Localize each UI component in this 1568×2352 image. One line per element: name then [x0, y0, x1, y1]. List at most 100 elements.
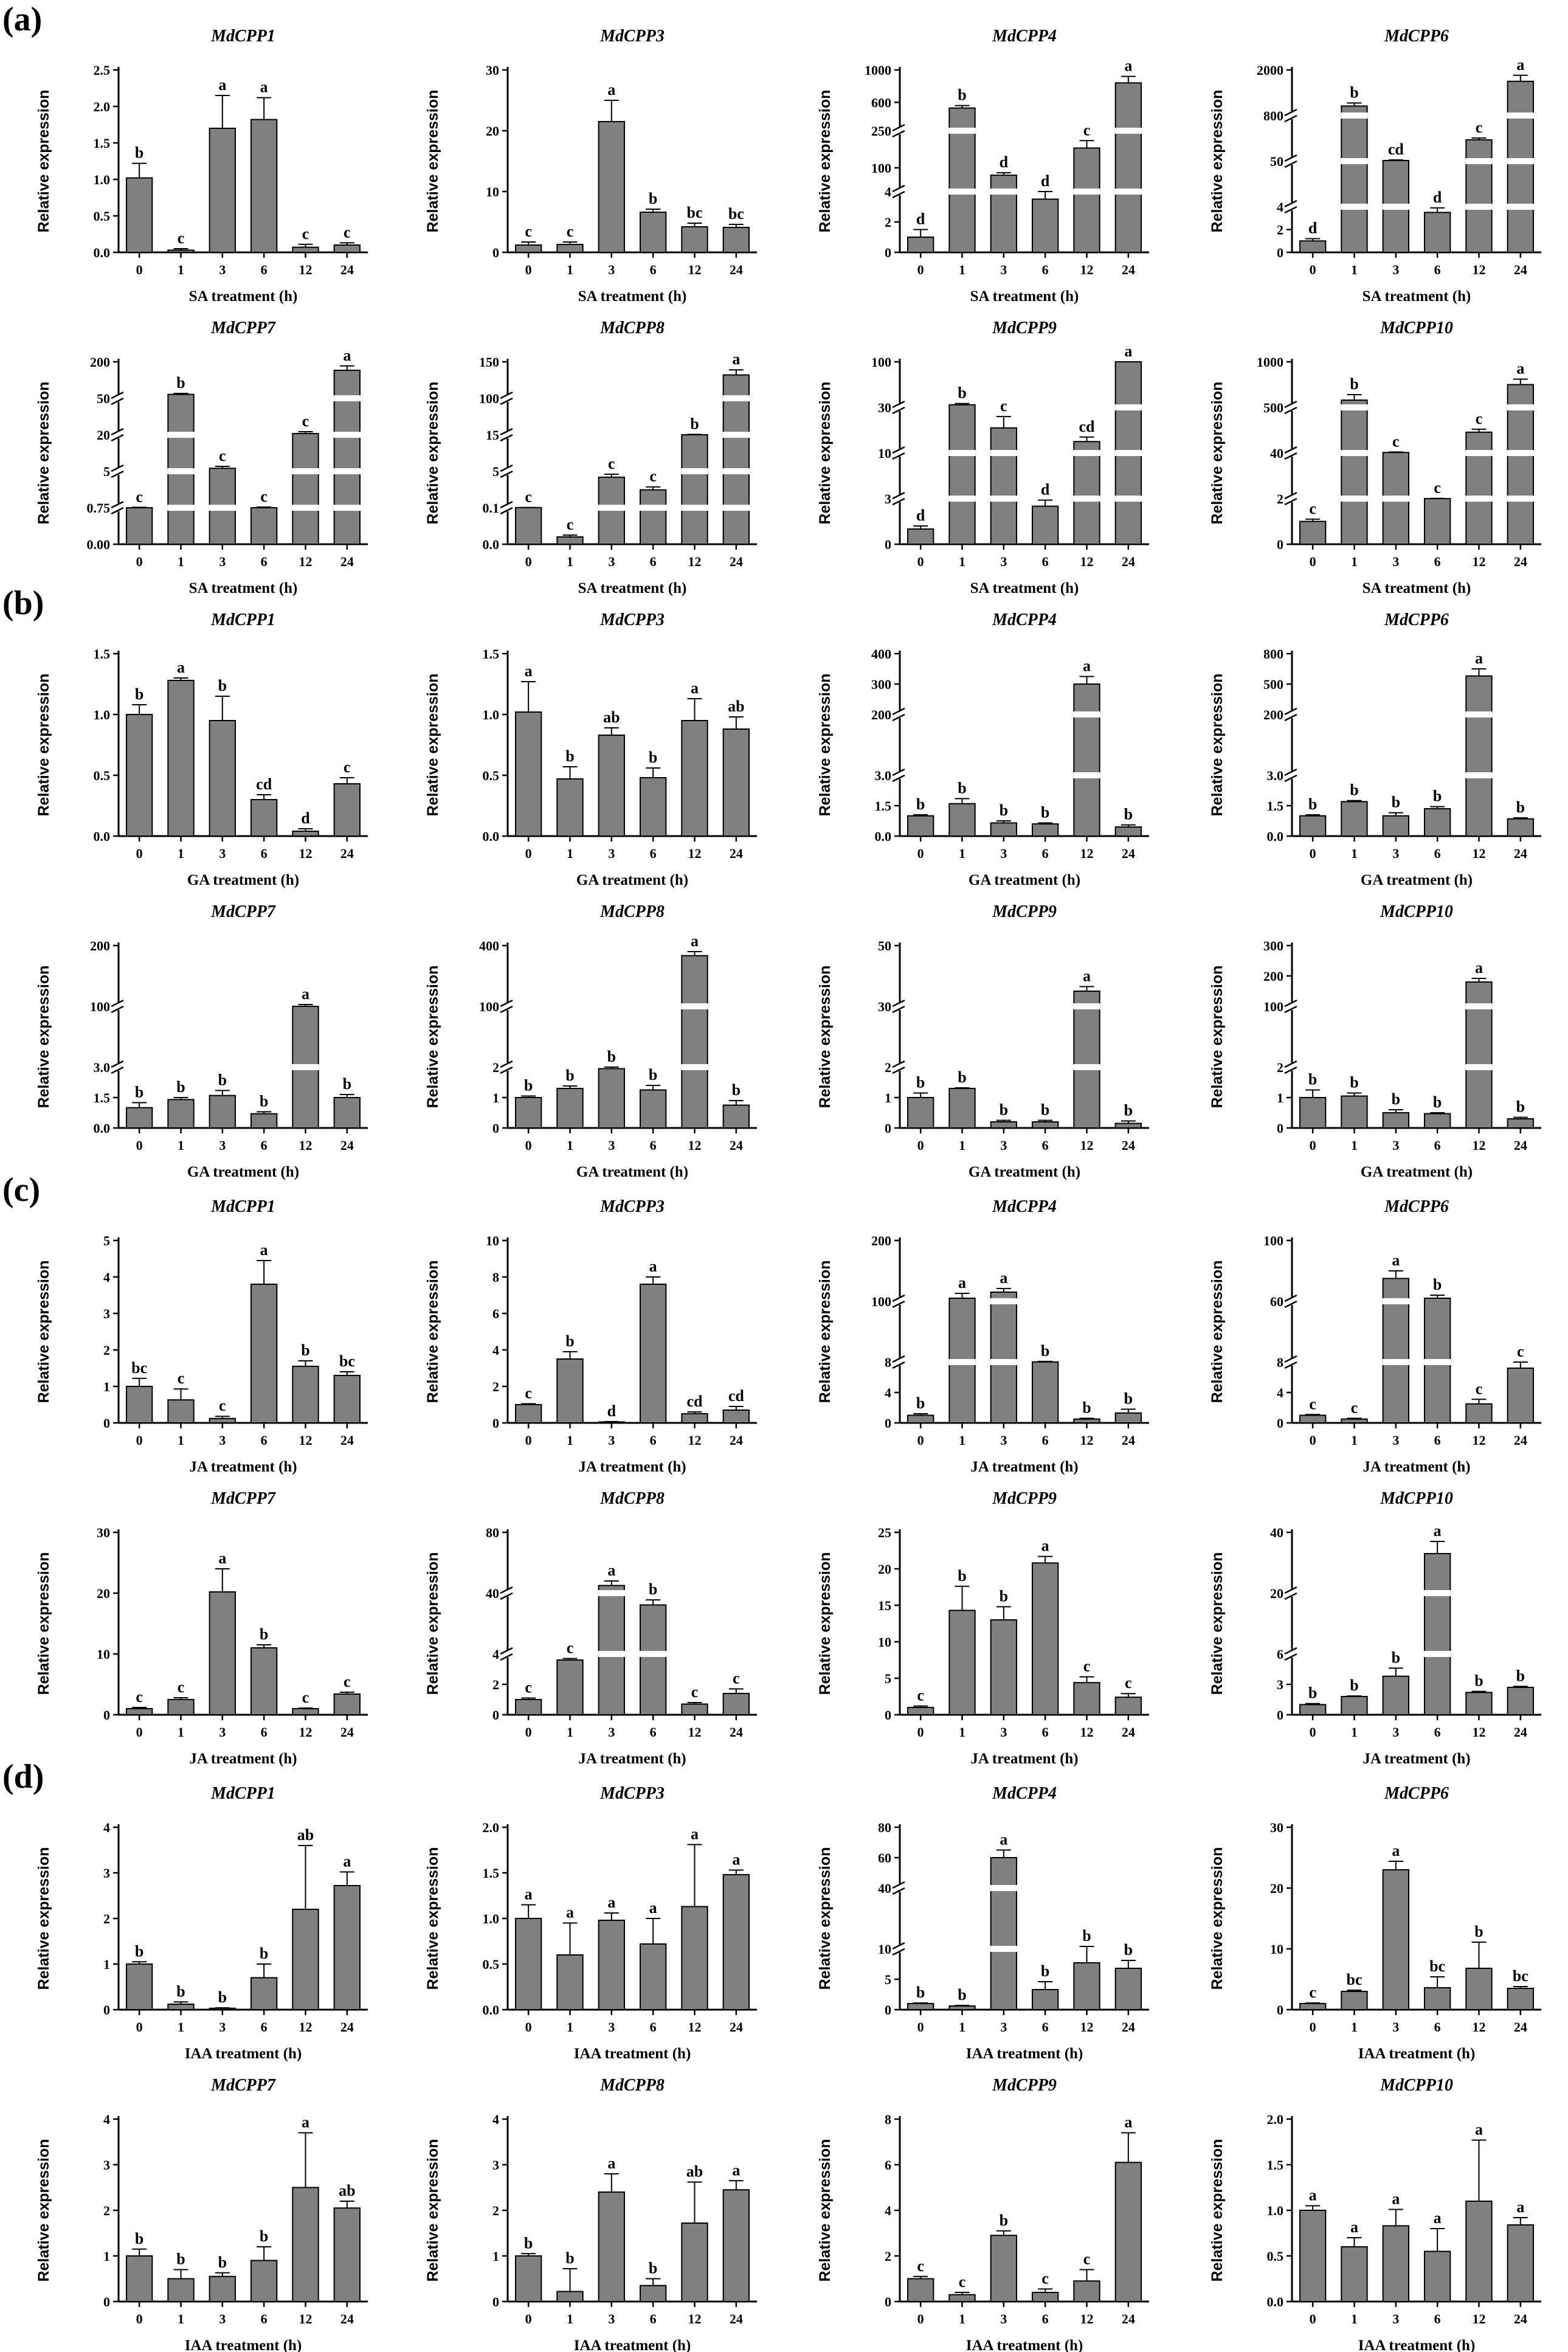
bar-break-band — [681, 1064, 708, 1070]
chart-title: MdCPP9 — [992, 319, 1057, 337]
bar — [167, 1699, 195, 1715]
x-tick-label: 6 — [650, 2019, 657, 2035]
x-tick-label: 6 — [650, 846, 657, 861]
bar — [1031, 2292, 1059, 2302]
axis-break-mark — [500, 1005, 513, 1014]
bar — [1465, 1692, 1493, 1716]
x-tick-label: 12 — [1473, 1138, 1486, 1153]
x-tick-label: 1 — [1351, 2019, 1358, 2035]
bar — [990, 1619, 1018, 1715]
significance-letter: c — [1434, 479, 1441, 497]
bar — [209, 2007, 237, 2010]
bar — [333, 244, 361, 253]
y-tick-label: 30 — [1270, 1820, 1283, 1835]
bar — [556, 1358, 584, 1423]
x-axis-label: GA treatment (h) — [187, 872, 299, 888]
significance-letter: a — [1434, 2209, 1442, 2227]
bar — [1114, 2162, 1142, 2302]
chart-title: MdCPP4 — [992, 1197, 1057, 1216]
bar — [1299, 1704, 1327, 1716]
significance-letter: a — [691, 679, 699, 697]
bar — [556, 536, 584, 545]
significance-letter: b — [135, 144, 143, 162]
bar-break-band — [1341, 404, 1368, 410]
x-tick-label: 0 — [136, 554, 143, 569]
y-axis-label: Relative expression — [817, 2139, 834, 2282]
y-axis-label: Relative expression — [817, 1552, 834, 1695]
bar — [1114, 826, 1142, 837]
axis-break-mark — [1284, 497, 1297, 506]
bar — [1299, 2003, 1327, 2010]
x-tick-label: 12 — [299, 846, 313, 861]
significance-letter: c — [959, 2273, 966, 2291]
x-axis-label: JA treatment (h) — [970, 1751, 1078, 1767]
bar — [598, 735, 626, 837]
axis-break-mark — [892, 1881, 905, 1889]
axis-break-mark — [892, 446, 905, 454]
bar-break-band — [722, 395, 750, 401]
bar — [907, 1707, 934, 1715]
y-tick-label: 4 — [103, 2112, 110, 2127]
x-tick-label: 1 — [178, 2019, 184, 2035]
significance-letter: b — [176, 2250, 185, 2268]
x-tick-label: 0 — [525, 1724, 532, 1740]
bar — [514, 1097, 542, 1129]
y-axis-label: Relative expression — [424, 674, 441, 817]
y-tick-label: 100 — [479, 391, 499, 406]
significance-letter: a — [732, 350, 740, 368]
bar — [639, 1284, 667, 1423]
axis-break-mark — [892, 774, 905, 783]
y-tick-label: 30 — [878, 400, 891, 415]
axis-break-mark — [892, 123, 905, 132]
bar — [681, 1906, 708, 2010]
bar-break-band — [722, 432, 750, 438]
x-tick-label: 24 — [340, 846, 354, 861]
significance-letter: c — [608, 455, 615, 472]
significance-letter: b — [565, 747, 574, 765]
bar — [1114, 1412, 1142, 1423]
y-axis-label: Relative expression — [35, 966, 52, 1109]
x-tick-label: 6 — [650, 1724, 657, 1740]
significance-letter: c — [525, 1385, 532, 1402]
bar — [1382, 1869, 1410, 2010]
y-axis-label: Relative expression — [424, 1552, 441, 1695]
axis-break-mark — [500, 464, 513, 472]
x-tick-label: 1 — [178, 554, 184, 569]
y-tick-label: 2 — [103, 1343, 110, 1358]
significance-letter: c — [525, 223, 532, 240]
x-tick-label: 1 — [1351, 1138, 1358, 1153]
x-tick-label: 6 — [1042, 2019, 1049, 2035]
chart-title: MdCPP4 — [992, 1784, 1057, 1803]
chart-title: MdCPP8 — [599, 902, 665, 921]
axis-break-mark — [500, 999, 513, 1008]
x-tick-label: 24 — [1122, 1138, 1135, 1153]
x-tick-label: 3 — [608, 262, 615, 277]
bar — [990, 175, 1018, 253]
axis-break-mark — [1284, 160, 1297, 168]
significance-letter: b — [1124, 1102, 1133, 1119]
bar-break-band — [1507, 204, 1535, 210]
significance-letter: c — [344, 758, 351, 776]
x-tick-label: 1 — [959, 846, 965, 861]
y-axis-label: Relative expression — [424, 1847, 441, 1990]
y-tick-label: 30 — [878, 999, 891, 1014]
bar — [556, 1954, 584, 2010]
y-tick-label: 200 — [90, 938, 110, 953]
y-tick-label: 2.0 — [483, 1820, 500, 1835]
bar — [990, 427, 1018, 545]
bar — [1031, 198, 1059, 253]
x-tick-label: 3 — [1392, 262, 1399, 277]
axis-break-mark — [500, 391, 513, 399]
axis-break-mark — [892, 768, 905, 777]
bar-break-band — [1465, 711, 1493, 718]
y-tick-label: 5 — [103, 1233, 110, 1248]
y-tick-label: 25 — [878, 1525, 891, 1540]
bar — [948, 404, 976, 545]
x-tick-label: 3 — [1000, 1138, 1007, 1153]
axis-break-mark — [1284, 707, 1297, 716]
significance-letter: bc — [1347, 1971, 1363, 1988]
bar — [1341, 1095, 1368, 1129]
y-tick-label: 0 — [103, 2294, 110, 2309]
y-tick-label: 15 — [486, 427, 499, 443]
